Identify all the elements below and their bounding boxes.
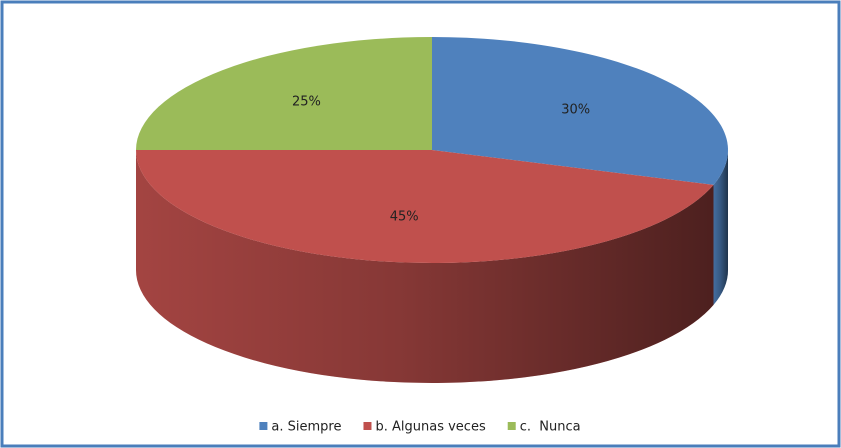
legend-label: a. Siempre bbox=[271, 420, 341, 435]
data-label: 45% bbox=[390, 209, 419, 224]
legend-swatch bbox=[363, 422, 372, 430]
data-label: 30% bbox=[561, 103, 590, 118]
slice bbox=[136, 37, 432, 150]
slice bbox=[136, 150, 714, 263]
data-label: 25% bbox=[292, 95, 321, 110]
legend-swatch bbox=[507, 422, 516, 430]
slice bbox=[432, 37, 729, 185]
slice-side-shade bbox=[713, 150, 728, 305]
legend-swatch bbox=[259, 422, 268, 430]
legend-label: c. Nunca bbox=[520, 420, 581, 435]
slice-side-shade bbox=[136, 150, 714, 383]
legend-label: b. Algunas veces bbox=[375, 420, 485, 435]
